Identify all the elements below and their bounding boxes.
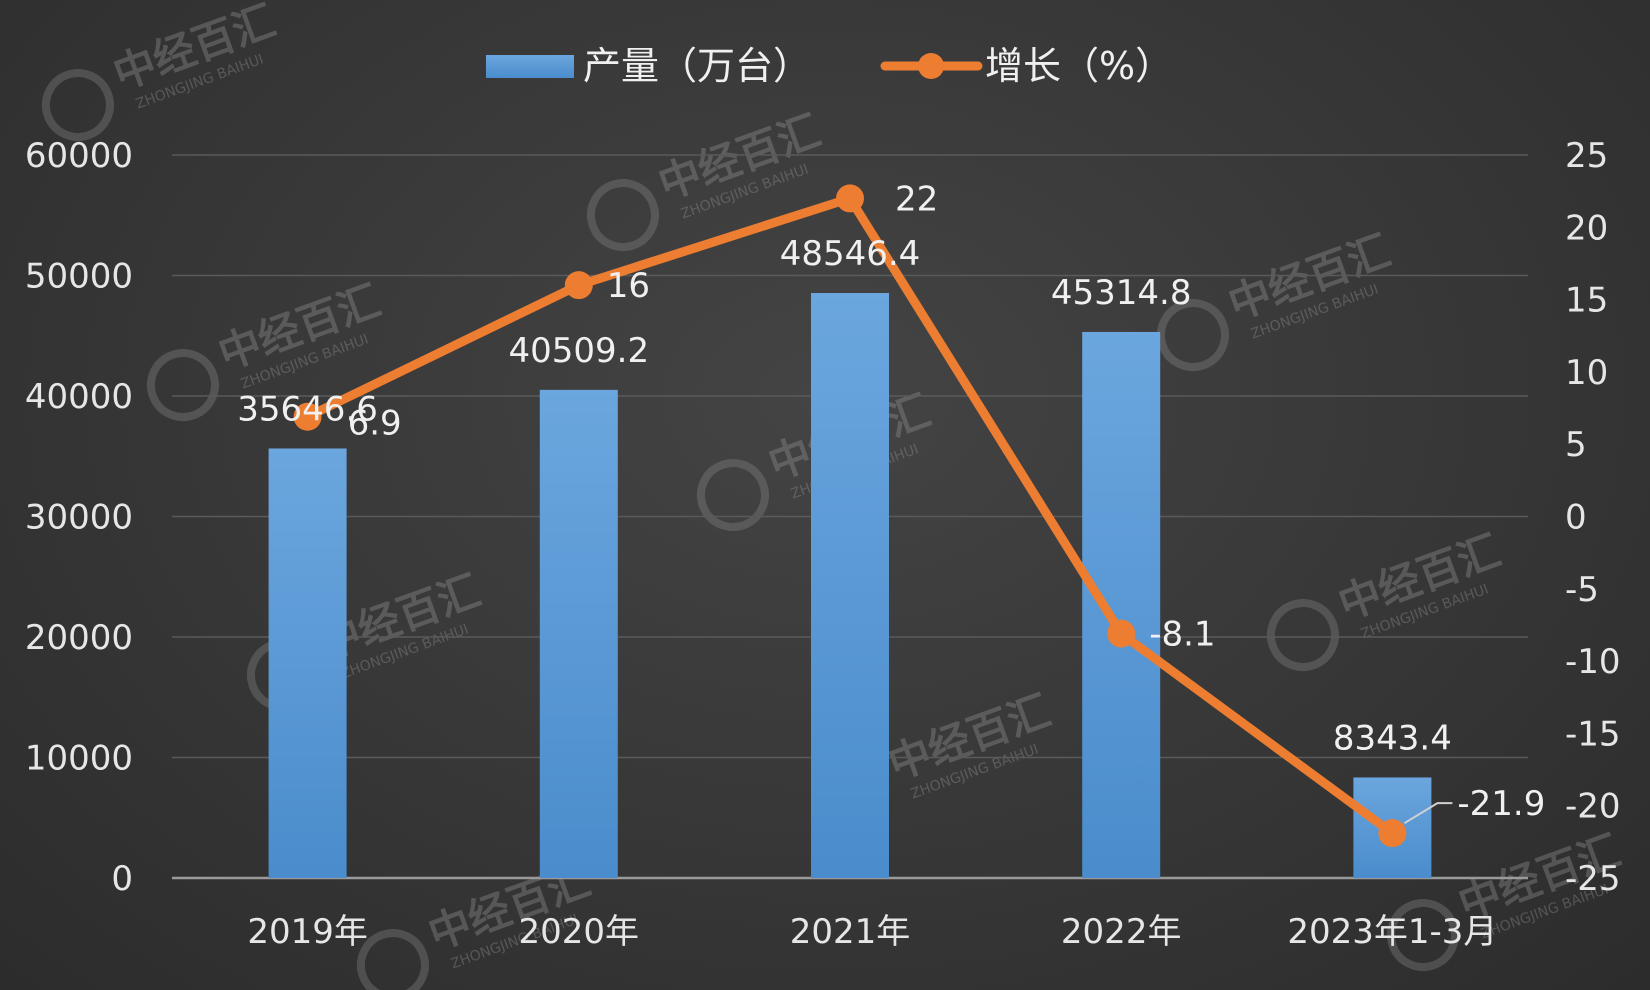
bar-value-label: 8343.4 [1333, 718, 1452, 758]
y-left-tick-label: 0 [111, 859, 133, 899]
bar [1082, 331, 1161, 878]
y-right-tick-label: 0 [1565, 498, 1587, 538]
line-point [836, 184, 864, 213]
y-left-tick-label: 60000 [25, 136, 133, 176]
line-point [293, 402, 322, 431]
legend-line-marker [918, 53, 944, 79]
x-tick-label: 2021年 [790, 912, 911, 952]
watermark-logo-icon [146, 349, 219, 422]
bar [811, 293, 889, 878]
x-tick-label: 2020年 [519, 912, 640, 952]
axes: 60000 50000 40000 30000 20000 10000 0 25 20 15 10 5… [25, 136, 1621, 952]
x-tick-label: 2022年 [1061, 912, 1182, 952]
bar-value-label: 35646.6 [237, 389, 378, 429]
line-series [293, 184, 1407, 848]
bar-series [268, 293, 1432, 878]
y-right-tick-label: 20 [1565, 208, 1608, 248]
watermark-logo-icon [1386, 899, 1459, 972]
watermark-logo-icon [41, 69, 114, 142]
line-point [564, 271, 593, 300]
y-right-tick-label: -5 [1565, 570, 1599, 610]
y-left-tick-label: 20000 [25, 618, 133, 658]
label-leader-line [1403, 802, 1453, 825]
y-right-tick-label: 5 [1565, 425, 1587, 465]
line-point [1107, 619, 1136, 648]
watermark-logo-icon [356, 929, 429, 990]
y-left-tick-label: 30000 [25, 498, 133, 538]
gridlines [172, 154, 1528, 880]
line-value-label: 6.9 [348, 404, 402, 444]
y-right-tick-label: 15 [1565, 281, 1608, 321]
y-right-tick-label: 25 [1565, 136, 1608, 176]
bar-value-label: 40509.2 [508, 331, 649, 371]
line-value-label: 16 [607, 266, 650, 306]
watermark-logo-icon [1266, 599, 1339, 672]
y-left-tick-label: 40000 [25, 377, 133, 417]
y-left-tick-label: 50000 [25, 257, 133, 297]
y-right-tick-label: -15 [1565, 714, 1621, 754]
y-left-tick-label: 10000 [25, 739, 133, 779]
legend-bar-label: 产量（万台） [583, 44, 811, 88]
bar [539, 389, 618, 878]
bar-value-label: 45314.8 [1051, 273, 1192, 313]
line-point [1378, 819, 1407, 848]
legend-line-label: 增长（%） [985, 44, 1173, 88]
bar [268, 448, 347, 878]
y-right-tick-label: 10 [1565, 353, 1608, 393]
data-labels: 35646.6 40509.2 48546.4 45314.8 8343.4 6.9 16 2… [237, 179, 1545, 824]
x-tick-label: 2019年 [247, 912, 368, 952]
y-right-tick-label: -20 [1565, 787, 1621, 827]
y-right-tick-label: -10 [1565, 642, 1621, 682]
legend-bar-swatch [486, 55, 574, 78]
legend: 产量（万台） 增长（%） [486, 44, 1173, 88]
watermark-logo-icon [586, 179, 659, 252]
line-value-label: 22 [895, 179, 938, 219]
x-tick-label: 2023年1-3月 [1287, 912, 1497, 952]
bar-value-label: 48546.4 [780, 234, 921, 274]
watermark-logo-icon [1156, 299, 1229, 372]
watermark-logo-icon [696, 459, 769, 532]
y-right-tick-label: -25 [1565, 859, 1621, 899]
line-value-label: -21.9 [1457, 784, 1545, 824]
line-value-label: -8.1 [1149, 615, 1215, 655]
